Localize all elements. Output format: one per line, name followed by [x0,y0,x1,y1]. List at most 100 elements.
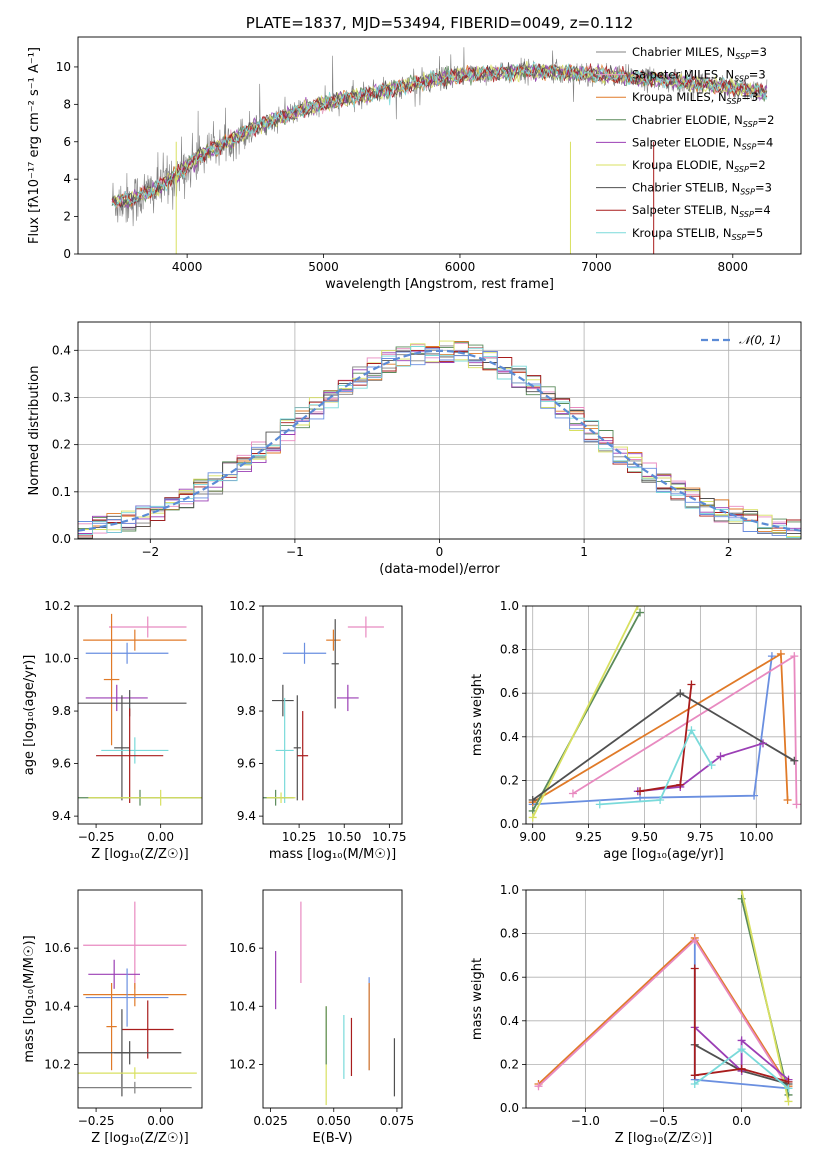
axes-frame [77,321,802,540]
plus-marker [687,726,696,735]
chart-title: PLATE=1837, MJD=53494, FIBERID=0049, z=0… [246,14,633,32]
plot-area [528,606,801,822]
y-tick-label: 10.6 [229,941,256,955]
y-tick-label: 0.3 [52,390,71,404]
x-tick-label: −0.25 [78,830,115,844]
x-tick-label: 10.00 [739,830,773,844]
x-tick-label: 9.25 [575,830,602,844]
x-tick-label: −1.0 [571,1114,600,1128]
x-axis-label: age [log₁₀(age/yr)] [603,847,724,862]
x-axis-label: wavelength [Angstrom, rest frame] [325,277,554,292]
mass-weight-line [531,612,641,812]
plus-marker [750,791,759,800]
mass-weight-line [639,684,693,793]
x-tick-label: 0 [436,545,444,559]
model-spectrum-line [111,61,768,208]
x-tick-label: 0.050 [317,1114,351,1128]
y-tick-label: 10.0 [229,652,256,666]
y-tick-label: 4 [63,172,71,186]
legend-label: Kroupa STELIB, NSSP=5 [632,226,763,242]
mass-weight-line [740,890,790,1102]
y-tick-label: 0.2 [500,1057,519,1071]
plus-marker [690,964,699,973]
y-tick-label: 10.6 [44,941,71,955]
mass-weight-line [532,655,773,806]
x-tick-label: 8000 [718,260,749,274]
plus-marker [784,1084,793,1093]
x-axis-label: E(B-V) [312,1131,352,1146]
mass-weight-vs-age-panel: 9.00 9.25 9.50 9.75 10.00 0.0 0.2 0.4 0.6 0.8 1.0 a… [470,599,802,862]
mass-weight-line [532,652,789,803]
y-tick-label: 9.8 [237,704,256,718]
legend-label: Salpeter STELIB, NSSP=4 [632,203,771,219]
x-axis-label: Z [log₁₀(Z/Z☉)] [615,1131,712,1146]
y-tick-label: 2 [63,210,71,224]
x-tick-label: 9.00 [519,830,546,844]
plot-area [263,616,384,806]
axes-frame [77,36,802,255]
x-tick-label: −1 [286,545,304,559]
histogram-step-line [78,350,801,534]
axes-frame [525,605,802,825]
axes-frame [77,889,203,1109]
plus-marker [784,1097,793,1106]
mass-weight-line [694,1026,790,1081]
plus-marker [528,796,537,805]
legend-label: Chabrier STELIB, NSSP=3 [632,181,772,197]
plus-marker [633,606,642,610]
gaussian-curve [78,349,801,532]
y-tick-label: 8 [63,97,71,111]
model-spectrum-line [111,62,768,209]
x-tick-label: 10.25 [282,830,316,844]
plot-area [78,613,202,806]
plus-marker [528,813,537,822]
y-axis-label: Flux [fλ10⁻¹⁷ erg cm⁻² s⁻¹ A⁻¹] [27,47,42,244]
y-axis-label: Normed distribution [27,366,42,496]
plus-marker [737,890,746,894]
x-tick-label: 0.0 [732,1114,751,1128]
plus-marker [758,739,767,748]
y-tick-label: 9.4 [52,809,71,823]
plus-marker [690,1080,699,1089]
y-axis-label: mass weight [470,674,485,756]
x-tick-label: 6000 [445,260,476,274]
legend-label: 𝒩(0, 1) [739,333,781,347]
plus-marker [636,608,645,617]
x-tick-label: 7000 [581,260,612,274]
legend-label: Kroupa MILES, NSSP=3 [632,90,758,106]
x-tick-label: 4000 [172,260,203,274]
y-tick-label: 0.2 [500,773,519,787]
y-tick-label: 0.4 [52,343,71,357]
mass-weight-line [531,606,639,818]
mass-weight-vs-metallicity-panel: −1.0 −0.5 0.0 0.0 0.2 0.4 0.6 0.8 1.0 Z [log₁₀(Z/… [470,883,802,1146]
axes-frame [77,605,203,825]
x-tick-label: −2 [141,545,159,559]
y-tick-label: 1.0 [500,883,519,897]
y-tick-label: 0.8 [500,927,519,941]
y-tick-label: 0.6 [500,686,519,700]
y-tick-label: 10.2 [229,599,256,613]
x-tick-label: −0.5 [649,1114,678,1128]
x-tick-label: 0.00 [147,830,174,844]
plus-marker [568,789,577,798]
plus-marker [707,761,716,770]
y-tick-label: 0.6 [500,970,519,984]
mass-weight-line [599,728,713,806]
y-tick-label: 6 [63,135,71,149]
y-tick-label: 0.0 [500,817,519,831]
y-tick-label: 0.4 [500,730,519,744]
y-tick-label: 10.2 [44,599,71,613]
axes-frame [525,889,802,1109]
plus-marker [690,936,699,945]
x-tick-label: 9.50 [631,830,658,844]
y-tick-label: 10.2 [44,1057,71,1071]
plus-marker [656,796,665,805]
x-tick-label: 0.00 [147,1114,174,1128]
residual-histogram-panel: −2 −1 0 1 2 0.0 0.1 0.2 0.3 0.4 (data-model)/error… [27,321,802,577]
axes-frame [262,605,403,825]
plot-area [275,901,396,1106]
plus-marker [687,680,696,689]
plus-marker [737,1064,746,1073]
model-spectrum-line [111,64,768,209]
x-tick-label: 0.025 [253,1114,287,1128]
